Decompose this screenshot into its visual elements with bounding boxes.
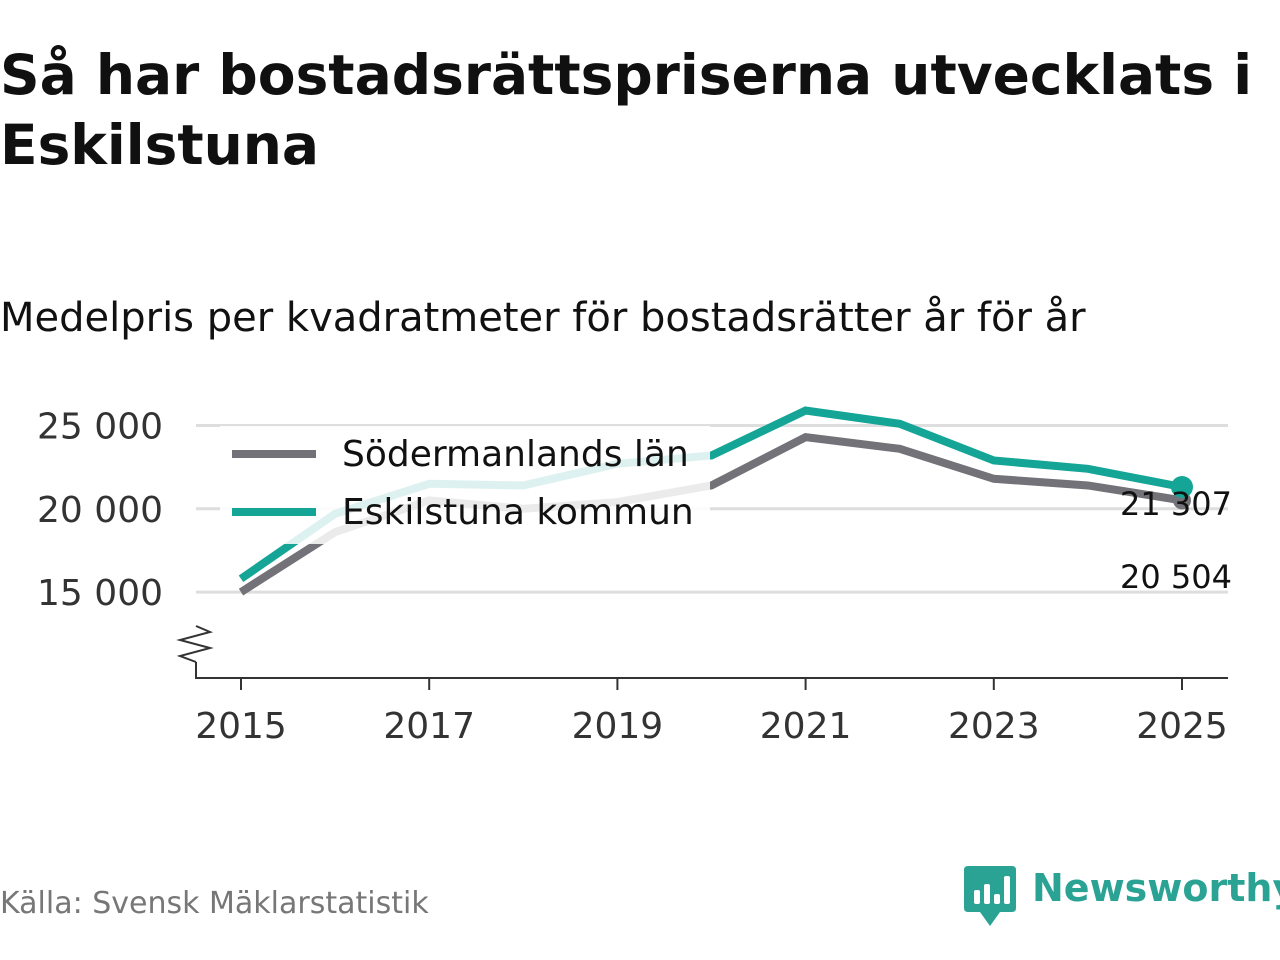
x-tick-label-2021: 2021: [760, 706, 852, 747]
source-note: Källa: Svensk Mäklarstatistik: [0, 886, 429, 921]
x-tick-label-2019: 2019: [572, 706, 664, 747]
legend-background: [220, 426, 710, 544]
newsworthy-logo-icon: [964, 866, 1016, 926]
end-label-municipality: 21 307: [1120, 485, 1232, 523]
end-marker-municipality: [1171, 476, 1193, 499]
end-label-county: 20 504: [1120, 558, 1232, 596]
x-tick-label-2017: 2017: [383, 706, 475, 747]
line-chart: 15 000 20 000 25 000 2015 2017 2019 2021 2023 20…: [37, 406, 1232, 747]
newsworthy-logo: Newsworthy: [964, 862, 1280, 932]
x-tick-label-2025: 2025: [1136, 706, 1228, 747]
chart-subtitle: Medelpris per kvadratmeter för bostadsrä…: [0, 295, 1086, 341]
y-tick-label-20000: 20 000: [37, 490, 163, 531]
newsworthy-logo-text: Newsworthy: [1032, 866, 1280, 910]
legend-label-municipality: Eskilstuna kommun: [342, 492, 694, 533]
x-tick-label-2023: 2023: [948, 706, 1040, 747]
y-tick-label-15000: 15 000: [37, 573, 163, 614]
chart-title: Så har bostadsrättspriserna utvecklats i…: [0, 43, 1253, 177]
axes: 15 000 20 000 25 000 2015 2017 2019 2021 2023 20…: [37, 406, 1228, 747]
x-tick-label-2015: 2015: [195, 706, 287, 747]
legend-label-county: Södermanlands län: [342, 434, 689, 475]
legend: Södermanlands län Eskilstuna kommun: [220, 426, 710, 544]
end-labels: 21 307 20 504: [1120, 485, 1232, 596]
y-axis-break: [176, 625, 214, 663]
y-tick-label-25000: 25 000: [37, 406, 163, 447]
